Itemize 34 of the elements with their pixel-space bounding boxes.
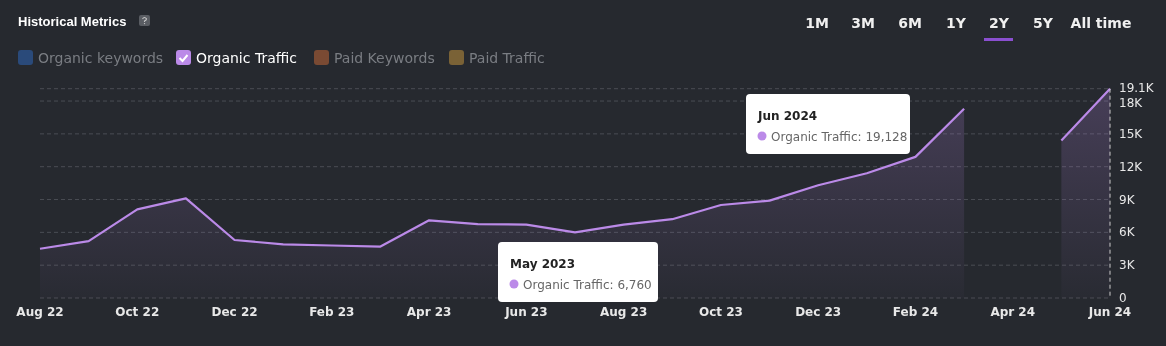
y-tick-label: 3K — [1119, 258, 1136, 273]
y-tick-label: 6K — [1119, 225, 1136, 240]
x-tick-label: Aug 23 — [599, 305, 648, 319]
y-tick-label: 18K — [1119, 96, 1144, 111]
text: 1M — [805, 15, 829, 31]
text: 6M — [898, 15, 922, 31]
x-tick-label: Feb 23 — [309, 305, 355, 319]
x-tick-label: Dec 22 — [211, 305, 258, 319]
text: 3M — [851, 15, 875, 31]
y-tick-label: 15K — [1119, 126, 1144, 141]
legend-label: Paid Keywords — [334, 50, 435, 66]
text: 1Y — [946, 15, 967, 31]
y-tick-label: 12K — [1119, 159, 1144, 174]
annotation: Jun 2024 Organic Traffic: 19,128 — [757, 109, 908, 144]
x-tick-label: Jun 24 — [1087, 305, 1132, 319]
y-tick-label: 19.1K — [1119, 80, 1155, 95]
legend-label: Organic keywords — [38, 50, 164, 66]
y-tick-label: 9K — [1119, 192, 1136, 207]
y-tick-label: 0 — [1119, 291, 1127, 305]
text: 2Y — [989, 15, 1010, 31]
annotation: May 2023 Organic Traffic: 6,760 — [510, 257, 652, 292]
x-tick-label: Jun 23 — [504, 305, 548, 319]
x-tick-label: Apr 24 — [990, 305, 1036, 319]
text: 5Y — [1033, 15, 1054, 31]
x-tick-label: Aug 22 — [16, 305, 64, 319]
x-tick-label: Oct 22 — [115, 305, 160, 319]
x-tick-label: Feb 24 — [892, 305, 939, 319]
chart-title: Historical Metrics — [18, 14, 127, 29]
legend-label: Organic Traffic — [196, 50, 297, 66]
x-tick-label: Apr 23 — [406, 305, 452, 319]
x-tick-label: Dec 23 — [795, 305, 842, 319]
text: All time — [1070, 15, 1132, 31]
legend-label: Paid Traffic — [469, 50, 545, 66]
x-tick-label: Oct 23 — [698, 305, 743, 319]
